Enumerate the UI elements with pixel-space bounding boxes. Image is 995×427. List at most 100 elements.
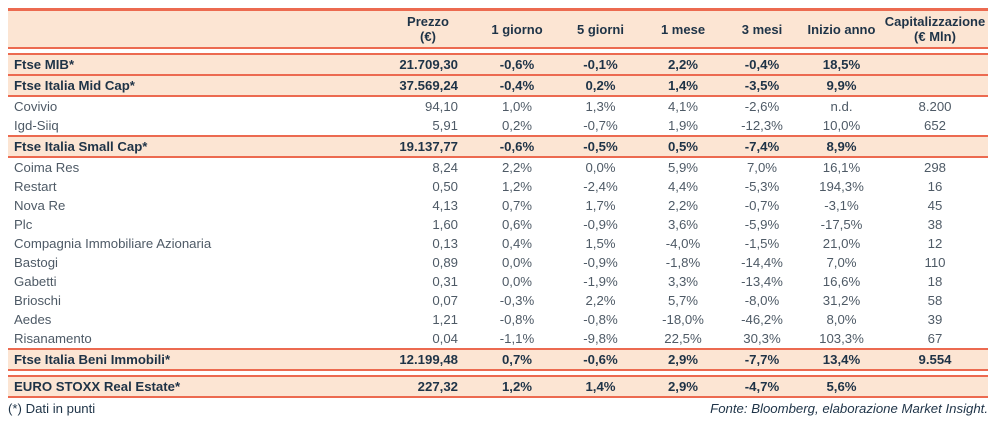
cell-ytd: 13,4% <box>801 348 882 371</box>
cell-m3: -3,5% <box>723 74 801 97</box>
cell-ytd: 5,6% <box>801 375 882 398</box>
cell-cap: 652 <box>882 116 988 136</box>
cell-m1: 2,9% <box>643 348 723 371</box>
table-row: Ftse Italia Mid Cap* 37.569,24 -0,4% 0,2% 1,… <box>8 74 988 97</box>
spacer-row <box>8 48 988 54</box>
cell-ytd: 9,9% <box>801 74 882 97</box>
cell-cap: 67 <box>882 329 988 349</box>
cell-cap: 58 <box>882 291 988 310</box>
row-name-cell: Risanamento <box>8 329 380 349</box>
cell-ytd: -17,5% <box>801 215 882 234</box>
cell-prezzo: 8,24 <box>380 157 476 177</box>
cell-prezzo: 1,60 <box>380 215 476 234</box>
cell-m1: -1,8% <box>643 253 723 272</box>
cell-cap <box>882 135 988 158</box>
row-name-cell: Coima Res <box>8 157 380 177</box>
cell-d1: 1,2% <box>476 177 558 196</box>
cell-prezzo: 0,31 <box>380 272 476 291</box>
row-name-cell: Compagnia Immobiliare Azionaria <box>8 234 380 253</box>
cell-m1: 5,9% <box>643 157 723 177</box>
table-row: Covivio 94,10 1,0% 1,3% 4,1% -2,6% n.d. 8.200 <box>8 96 988 116</box>
row-name-cell: Ftse MIB* <box>8 53 380 76</box>
cell-m1: 1,4% <box>643 74 723 97</box>
cell-prezzo: 0,04 <box>380 329 476 349</box>
cell-prezzo: 0,50 <box>380 177 476 196</box>
table-row: Plc 1,60 0,6% -0,9% 3,6% -5,9% -17,5% 38 <box>8 215 988 234</box>
cell-cap: 39 <box>882 310 988 329</box>
spacer-cell <box>8 48 988 54</box>
header-1-mese: 1 mese <box>643 8 723 49</box>
cell-ytd: 16,1% <box>801 157 882 177</box>
row-name-cell: Bastogi <box>8 253 380 272</box>
cell-ytd: 18,5% <box>801 53 882 76</box>
row-name-cell: Ftse Italia Mid Cap* <box>8 74 380 97</box>
cell-d1: 0,6% <box>476 215 558 234</box>
row-name-cell: Brioschi <box>8 291 380 310</box>
cell-d1: 0,0% <box>476 272 558 291</box>
cell-prezzo: 0,07 <box>380 291 476 310</box>
table-row: Gabetti 0,31 0,0% -1,9% 3,3% -13,4% 16,6% 18 <box>8 272 988 291</box>
cell-m3: -7,4% <box>723 135 801 158</box>
table-row: Brioschi 0,07 -0,3% 2,2% 5,7% -8,0% 31,2% 58 <box>8 291 988 310</box>
table-row: Restart 0,50 1,2% -2,4% 4,4% -5,3% 194,3% 16 <box>8 177 988 196</box>
cell-cap: 16 <box>882 177 988 196</box>
cell-m1: 2,9% <box>643 375 723 398</box>
cell-prezzo: 5,91 <box>380 116 476 136</box>
cell-prezzo: 227,32 <box>380 375 476 398</box>
cell-d1: 0,0% <box>476 253 558 272</box>
cell-prezzo: 4,13 <box>380 196 476 215</box>
cell-d1: -0,4% <box>476 74 558 97</box>
cell-d5: -0,8% <box>558 310 643 329</box>
row-name-cell: Plc <box>8 215 380 234</box>
row-name-cell: Nova Re <box>8 196 380 215</box>
cell-d5: 1,5% <box>558 234 643 253</box>
header-3-mesi: 3 mesi <box>723 8 801 49</box>
cell-cap <box>882 53 988 76</box>
table-row: Aedes 1,21 -0,8% -0,8% -18,0% -46,2% 8,0% 39 <box>8 310 988 329</box>
row-name-cell: Ftse Italia Beni Immobili* <box>8 348 380 371</box>
header-capitalizzazione-unit: (€ Mln) <box>914 29 956 44</box>
header-5-giorni-label: 5 giorni <box>577 21 624 37</box>
spacer-cell <box>8 370 988 376</box>
cell-ytd: 8,9% <box>801 135 882 158</box>
cell-d5: 0,0% <box>558 157 643 177</box>
cell-m1: 5,7% <box>643 291 723 310</box>
table-row: Ftse MIB* 21.709,30 -0,6% -0,1% 2,2% -0,4% 18,… <box>8 53 988 76</box>
row-name-cell: Covivio <box>8 96 380 116</box>
header-name <box>8 8 380 49</box>
header-inizio-anno-label: Inizio anno <box>807 21 876 37</box>
cell-prezzo: 0,13 <box>380 234 476 253</box>
cell-m3: -4,7% <box>723 375 801 398</box>
cell-m3: -0,7% <box>723 196 801 215</box>
cell-d1: -0,8% <box>476 310 558 329</box>
cell-ytd: 8,0% <box>801 310 882 329</box>
header-5-giorni: 5 giorni <box>558 8 643 49</box>
cell-d1: 1,2% <box>476 375 558 398</box>
cell-m3: -1,5% <box>723 234 801 253</box>
cell-ytd: 7,0% <box>801 253 882 272</box>
cell-d5: -9,8% <box>558 329 643 349</box>
header-capitalizzazione-label: Capitalizzazione <box>884 14 986 29</box>
cell-d5: 1,7% <box>558 196 643 215</box>
footnote: (*) Dati in punti <box>8 401 96 416</box>
table-header: Prezzo (€) 1 giorno 5 giorni 1 mese 3 me… <box>8 8 988 49</box>
cell-prezzo: 19.137,77 <box>380 135 476 158</box>
cell-m3: -0,4% <box>723 53 801 76</box>
cell-m1: 22,5% <box>643 329 723 349</box>
table-row: EURO STOXX Real Estate* 227,32 1,2% 1,4% 2,9… <box>8 375 988 398</box>
row-name-cell: Gabetti <box>8 272 380 291</box>
cell-cap: 9.554 <box>882 348 988 371</box>
cell-d5: -1,9% <box>558 272 643 291</box>
cell-d5: -0,7% <box>558 116 643 136</box>
cell-d1: 0,7% <box>476 348 558 371</box>
header-prezzo-label: Prezzo <box>407 14 449 29</box>
cell-prezzo: 12.199,48 <box>380 348 476 371</box>
cell-m1: -4,0% <box>643 234 723 253</box>
cell-prezzo: 21.709,30 <box>380 53 476 76</box>
cell-cap: 8.200 <box>882 96 988 116</box>
cell-m3: -5,3% <box>723 177 801 196</box>
cell-m3: -14,4% <box>723 253 801 272</box>
cell-m1: 4,1% <box>643 96 723 116</box>
performance-table: Prezzo (€) 1 giorno 5 giorni 1 mese 3 me… <box>8 8 988 398</box>
cell-d1: -0,3% <box>476 291 558 310</box>
